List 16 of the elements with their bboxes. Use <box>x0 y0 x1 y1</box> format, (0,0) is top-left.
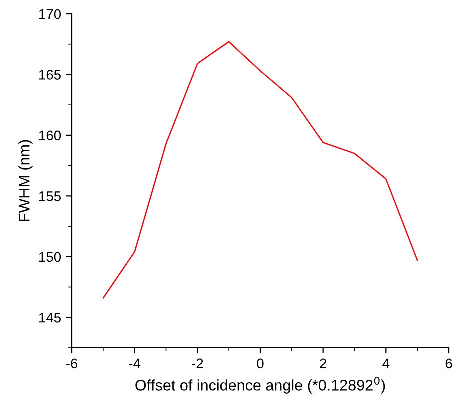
x-tick-label: 2 <box>320 358 326 368</box>
x-tick-label: 4 <box>382 358 390 368</box>
x-tick-label: 6 <box>446 358 452 369</box>
y-tick-label: 160 <box>39 130 62 141</box>
y-tick-label: 150 <box>39 252 62 262</box>
y-tick-label: 145 <box>39 313 62 323</box>
y-tick-label: 165 <box>39 70 62 80</box>
x-tick-label: -2 <box>192 358 204 368</box>
y-tick-label: 170 <box>39 9 62 20</box>
x-tick-label: -4 <box>129 358 141 368</box>
y-tick-label: 155 <box>39 192 62 202</box>
line-series <box>102 41 418 299</box>
x-tick-label: -6 <box>66 358 78 369</box>
x-tick-label: 0 <box>257 358 264 369</box>
x-axis-title: Offset of incidence angle (*0.12892$^{0}$) <box>136 376 386 394</box>
y-axis-title: FWHM (nm) <box>18 140 33 222</box>
